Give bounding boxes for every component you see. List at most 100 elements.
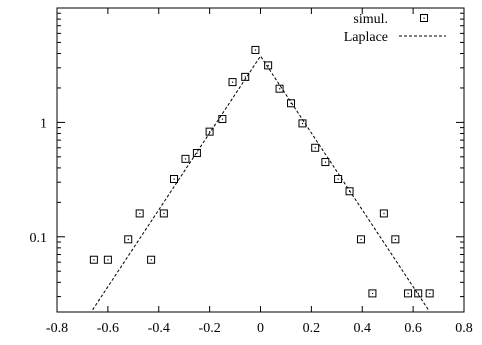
marker-dot (267, 64, 269, 67)
x-tick-label: 0.8 (455, 321, 473, 336)
simul-point (425, 289, 434, 298)
marker-dot (423, 17, 425, 19)
simul-point (147, 255, 156, 264)
marker-dot (209, 131, 211, 133)
simul-point (205, 127, 214, 136)
marker-dot (417, 292, 419, 295)
x-tick-label: 0.4 (354, 321, 372, 336)
legend: simul. Laplace (344, 12, 446, 45)
plot-frame (56, 7, 465, 313)
marker-dot (173, 178, 175, 180)
marker-square (425, 289, 434, 298)
marker-square (89, 255, 98, 264)
simul-point (170, 174, 179, 183)
marker-dot (221, 118, 224, 120)
marker-square (192, 149, 201, 158)
x-tick-label: -0.6 (97, 321, 119, 336)
marker-square (124, 235, 133, 244)
marker-dot (163, 212, 165, 215)
marker-dot (279, 88, 281, 90)
simul-point (368, 289, 377, 298)
x-tick-label: -0.2 (199, 321, 221, 336)
marker-dot (290, 102, 292, 104)
axes-layer: -0.8 -0.6 -0.4 -0.2 0 0.2 0.4 0.6 0.8 0.1 1 (30, 8, 473, 336)
marker-square (147, 255, 156, 264)
marker-square (103, 255, 112, 264)
simul-point (275, 84, 284, 93)
marker-dot (107, 259, 109, 261)
legend-marker-simul (420, 14, 428, 22)
marker-dot (127, 238, 129, 241)
marker-square (218, 115, 227, 124)
simul-point (379, 209, 388, 218)
marker-dot (394, 238, 397, 241)
simul-point (135, 209, 144, 218)
marker-dot (314, 147, 316, 149)
simul-point (228, 78, 237, 87)
marker-square (321, 158, 330, 167)
marker-dot (383, 212, 385, 215)
simul-point (298, 119, 307, 128)
marker-square (181, 154, 190, 163)
marker-square (414, 289, 423, 298)
legend-label-laplace: Laplace (344, 30, 388, 45)
x-tick-label: -0.4 (148, 321, 170, 336)
simul-point (124, 235, 133, 244)
marker-square (420, 14, 428, 22)
marker-dot (429, 292, 431, 295)
marker-square (404, 289, 413, 298)
marker-dot (301, 122, 304, 125)
y-tick-label: 0.1 (30, 231, 48, 246)
marker-dot (337, 178, 339, 180)
x-tick-label: 0 (257, 321, 264, 336)
data-layer (89, 45, 434, 311)
marker-square (135, 209, 144, 218)
marker-dot (407, 292, 409, 295)
simul-point (414, 289, 423, 298)
marker-dot (184, 158, 187, 160)
simul-point (192, 149, 201, 158)
marker-square (287, 99, 296, 108)
simul-point (264, 61, 273, 70)
x-tick-label: 0.6 (404, 321, 422, 336)
marker-square (311, 143, 320, 152)
laplace-line (92, 55, 429, 311)
simul-point (241, 72, 250, 81)
marker-square (251, 45, 260, 54)
marker-square (391, 235, 400, 244)
simul-point (251, 45, 260, 54)
marker-dot (150, 259, 152, 261)
simul-point (311, 143, 320, 152)
marker-square (264, 61, 273, 70)
simul-point (391, 235, 400, 244)
marker-dot (139, 212, 141, 215)
marker-dot (232, 81, 234, 83)
simul-point (287, 99, 296, 108)
legend-label-simul: simul. (353, 12, 388, 27)
marker-square (159, 209, 168, 218)
marker-square (241, 72, 250, 81)
marker-dot (324, 161, 327, 163)
marker-dot (93, 259, 95, 261)
simul-point (181, 154, 190, 163)
x-tick-label: -0.8 (46, 321, 68, 336)
simul-point (103, 255, 112, 264)
marker-square (228, 78, 237, 87)
marker-square (356, 235, 365, 244)
simul-point (218, 115, 227, 124)
simul-point (321, 158, 330, 167)
marker-square (205, 127, 214, 136)
marker-square (379, 209, 388, 218)
simul-point (404, 289, 413, 298)
x-tick-label: 0.2 (303, 321, 321, 336)
marker-dot (371, 292, 374, 295)
simul-point (334, 174, 343, 183)
marker-dot (254, 49, 257, 51)
simul-point (89, 255, 98, 264)
y-tick-label: 1 (40, 116, 47, 131)
simul-point (356, 235, 365, 244)
marker-dot (196, 152, 198, 154)
marker-square (275, 84, 284, 93)
plot-area (56, 7, 465, 313)
